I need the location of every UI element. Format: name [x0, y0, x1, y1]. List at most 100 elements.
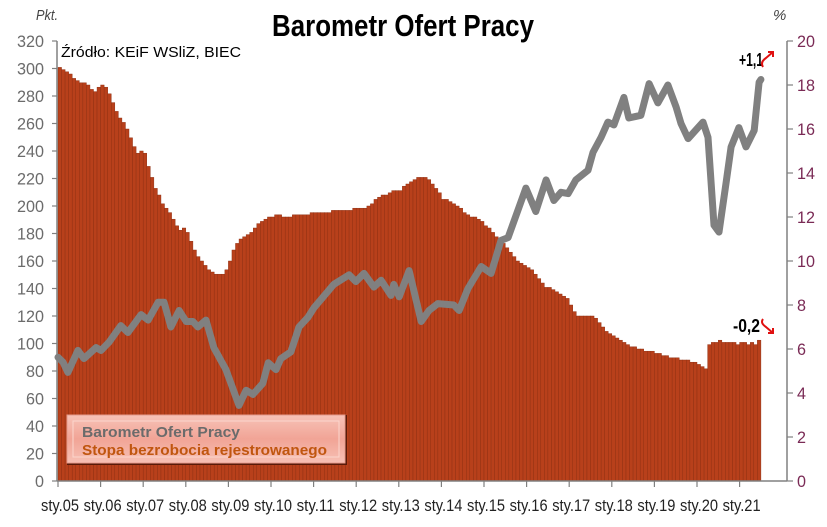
left-tick-label: 160 [17, 252, 44, 271]
bar [632, 346, 637, 482]
bar [728, 342, 733, 482]
bar [590, 315, 595, 482]
bar [458, 207, 463, 482]
bar [483, 225, 488, 482]
bar [519, 262, 524, 482]
bar [576, 315, 581, 482]
bar [558, 293, 563, 482]
bar [675, 357, 680, 482]
arrow-down-icon [761, 318, 774, 334]
bar [625, 344, 630, 482]
bar [377, 196, 382, 482]
x-tick-label: sty.18 [595, 496, 633, 515]
bar [444, 199, 449, 482]
bar [497, 238, 502, 482]
bar [384, 194, 389, 482]
bar [522, 265, 527, 482]
x-tick-label: sty.15 [467, 496, 505, 515]
bar [441, 199, 446, 482]
bar [750, 342, 755, 482]
right-tick-label: 16 [797, 120, 815, 139]
x-tick-label: sty.06 [84, 496, 122, 515]
bar [696, 364, 701, 482]
bar [757, 339, 762, 482]
bar [455, 205, 460, 482]
bar [61, 69, 66, 482]
bar [732, 342, 737, 482]
bar [544, 287, 549, 482]
bar [579, 315, 584, 482]
left-tick-label: 280 [17, 87, 44, 106]
bar [568, 304, 573, 482]
bar [466, 214, 471, 482]
bar [387, 192, 392, 482]
bar [515, 260, 520, 482]
x-tick-label: sty.17 [552, 496, 590, 515]
bar [437, 192, 442, 482]
bar [629, 346, 634, 482]
bar [434, 188, 439, 482]
left-tick-label: 100 [17, 335, 44, 354]
bar [380, 194, 385, 482]
left-tick-label: 20 [26, 445, 44, 464]
x-tick-label: sty.20 [680, 496, 718, 515]
bar [643, 350, 648, 482]
bar [668, 357, 673, 482]
bar [639, 348, 644, 482]
bar [572, 311, 577, 482]
bar [593, 317, 598, 482]
x-tick-label: sty.09 [211, 496, 249, 515]
bar [430, 183, 435, 482]
bar [608, 333, 613, 482]
bar [355, 207, 360, 482]
x-tick-label: sty.07 [126, 496, 164, 515]
x-tick-label: sty.11 [297, 496, 335, 515]
bar [426, 179, 431, 482]
bar [615, 337, 620, 482]
bar [604, 331, 609, 482]
bar [700, 366, 705, 482]
bar [359, 207, 364, 482]
bar [583, 315, 588, 482]
bar [664, 355, 669, 482]
bar [480, 221, 485, 482]
x-tick-label: sty.10 [254, 496, 292, 515]
legend-inner-bevel [72, 420, 340, 458]
bar [671, 357, 676, 482]
x-tick-label: sty.05 [41, 496, 79, 515]
bar [661, 355, 666, 482]
bar [462, 212, 467, 482]
left-tick-label: 300 [17, 60, 44, 79]
bar [618, 339, 623, 482]
bar [540, 282, 545, 482]
bar [622, 342, 627, 482]
left-tick-label: 120 [17, 307, 44, 326]
bar [689, 361, 694, 482]
bar [469, 216, 474, 482]
bar [405, 183, 410, 482]
left-tick-label: 220 [17, 170, 44, 189]
legend-box [66, 414, 346, 464]
right-tick-label: 20 [797, 32, 815, 51]
bar [650, 350, 655, 482]
bar [370, 203, 375, 482]
right-tick-label: 12 [797, 208, 815, 227]
bar [363, 207, 368, 482]
bar [409, 181, 414, 482]
bar [533, 273, 538, 482]
bar [703, 368, 708, 482]
annotation-barometr-change: +1,1 [739, 50, 763, 70]
bar [554, 291, 559, 482]
bar [707, 344, 712, 482]
bar [739, 342, 744, 482]
bar [412, 179, 417, 482]
bar [586, 315, 591, 482]
x-tick-label: sty.12 [339, 496, 377, 515]
bar [473, 216, 478, 482]
bar [742, 342, 747, 482]
bar [654, 353, 659, 482]
left-axis-unit: Pkt. [36, 7, 58, 24]
chart-title: Barometr Ofert Pracy [272, 8, 535, 43]
bar [746, 344, 751, 482]
